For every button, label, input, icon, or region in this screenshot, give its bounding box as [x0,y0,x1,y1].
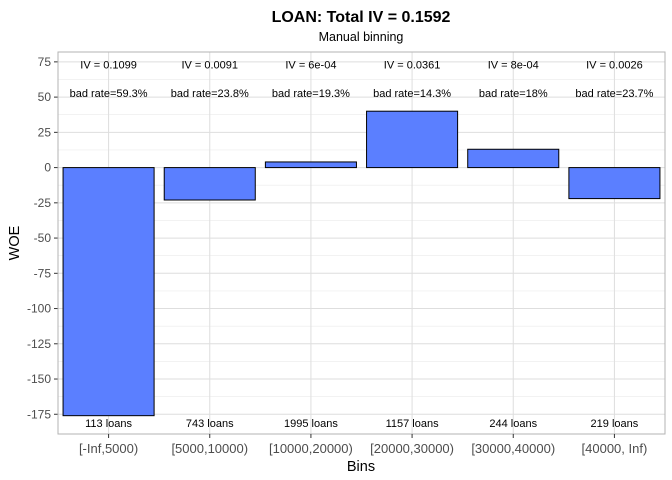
count-label: 1157 loans [386,418,440,430]
bad-rate-label: bad rate=23.7% [575,88,653,100]
iv-label: IV = 0.1099 [80,60,137,72]
bar [62,167,155,417]
bad-rate-label: bad rate=19.3% [272,88,350,100]
y-tick-label: -175 [27,407,51,421]
x-tick-label: [5000,10000) [171,441,248,456]
bad-rate-label: bad rate=23.8% [171,88,249,100]
y-tick-label: -100 [27,302,51,316]
bar [366,110,459,169]
bar [467,148,560,169]
y-tick-label: -50 [34,231,52,245]
bar [264,161,357,169]
y-tick-label: -125 [27,337,51,351]
x-tick-label: [40000, Inf) [582,441,648,456]
chart-subtitle: Manual binning [319,30,404,44]
y-tick-label: 75 [38,55,52,69]
iv-label: IV = 0.0361 [384,60,441,72]
count-label: 113 loans [85,418,132,430]
count-label: 244 loans [489,418,537,430]
y-axis-title: WOE [7,225,23,260]
x-tick-label: [10000,20000) [269,441,353,456]
bad-rate-label: bad rate=18% [479,88,548,100]
bad-rate-label: bad rate=59.3% [70,88,148,100]
x-tick-label: [20000,30000) [370,441,454,456]
plot-panel-border [57,51,666,435]
y-tick-label: -150 [27,372,51,386]
count-label: 1995 loans [284,418,338,430]
x-tick-label: [-Inf,5000) [79,441,138,456]
count-label: 219 loans [591,418,639,430]
y-tick-label: -75 [34,266,52,280]
x-axis-title: Bins [347,459,375,475]
plot-area: 75 50 25 0 -25 -50 -75 -100 -125 -150 -175 IV = 0.1… [27,51,666,456]
count-label: 743 loans [186,418,234,430]
y-tick-label: 25 [38,125,52,139]
bad-rate-label: bad rate=14.3% [373,88,451,100]
bar [568,167,661,200]
y-tick-label: -25 [34,196,52,210]
x-tick-label: [30000,40000) [471,441,555,456]
iv-label: IV = 6e-04 [285,60,336,72]
chart-title: LOAN: Total IV = 0.1592 [272,9,451,26]
bar [163,167,256,201]
iv-label: IV = 8e-04 [488,60,539,72]
iv-label: IV = 0.0026 [586,60,643,72]
plot-panel-background [58,52,665,434]
iv-label: IV = 0.0091 [181,60,238,72]
y-tick-label: 50 [38,90,52,104]
y-tick-label: 0 [44,161,51,175]
